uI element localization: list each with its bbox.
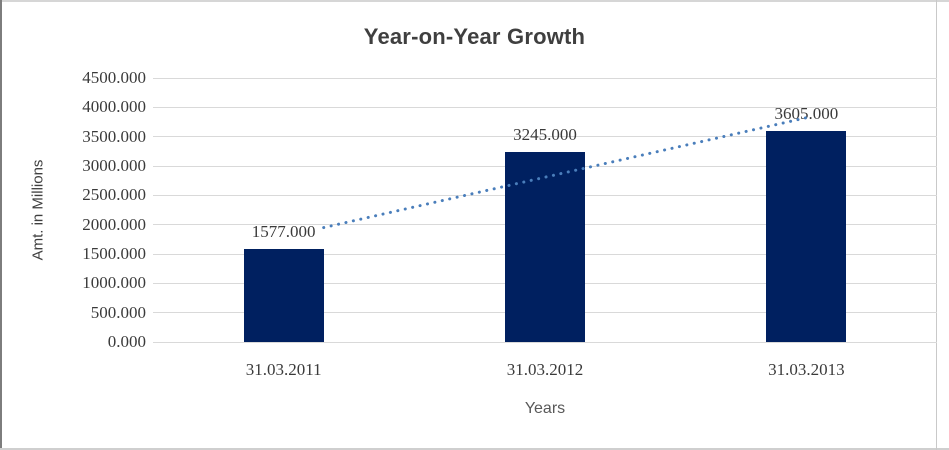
x-axis-tick-label: 31.03.2012 bbox=[506, 360, 584, 379]
bar-value-label: 1577.000 bbox=[251, 222, 316, 242]
gridline bbox=[153, 106, 937, 108]
y-axis-tick-label: 1000.000 bbox=[82, 273, 146, 293]
y-axis-tick-label: 2500.000 bbox=[82, 185, 146, 205]
y-axis-tick-label: 3500.000 bbox=[82, 126, 146, 146]
chart-frame-border-bottom bbox=[0, 448, 949, 450]
bar-value-label: 3245.000 bbox=[513, 124, 577, 144]
gridline bbox=[153, 341, 937, 343]
bar bbox=[766, 130, 847, 342]
x-axis-tick-label: 31.03.2011 bbox=[245, 360, 322, 379]
chart-frame-border-left bbox=[0, 0, 2, 450]
y-axis-tick-label: 3000.000 bbox=[82, 156, 146, 175]
chart-frame-border-top bbox=[0, 0, 949, 2]
y-axis-tick-label: 4500.000 bbox=[82, 68, 146, 87]
gridline bbox=[153, 77, 937, 79]
y-axis-tick-label: 500.000 bbox=[90, 302, 146, 322]
x-axis-title: Years bbox=[524, 400, 566, 417]
bar bbox=[505, 151, 585, 342]
y-axis-tick-label: 4000.000 bbox=[82, 97, 146, 117]
bar bbox=[243, 249, 324, 342]
x-axis-tick-label: 31.03.2013 bbox=[768, 360, 845, 379]
y-axis-tick-label: 1500.000 bbox=[82, 244, 146, 263]
bar-value-label: 3605.000 bbox=[774, 103, 839, 123]
chart-title: Year-on-Year Growth bbox=[363, 24, 586, 49]
y-axis-tick-label: 0.000 bbox=[107, 332, 146, 351]
y-axis-tick-label: 2000.000 bbox=[82, 214, 146, 234]
gridline bbox=[153, 136, 937, 138]
